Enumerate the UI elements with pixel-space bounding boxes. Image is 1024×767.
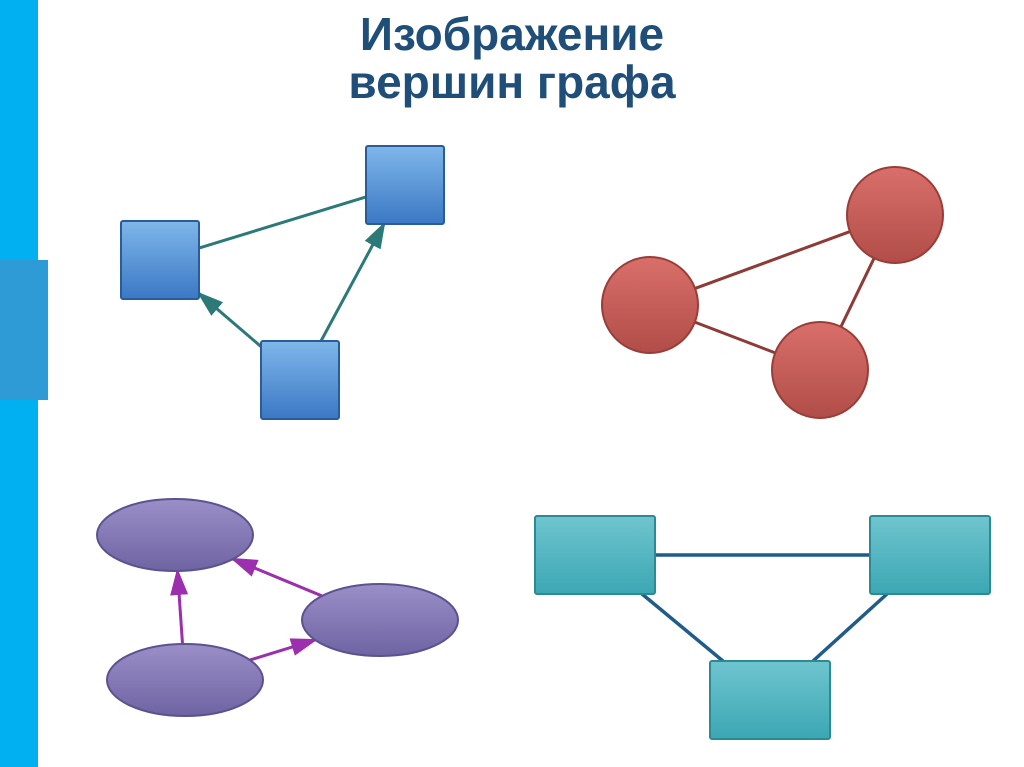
graph-top-left xyxy=(121,146,444,419)
graph-node xyxy=(710,661,830,739)
sidebar-stripe-inner xyxy=(0,260,48,400)
graph-node xyxy=(366,146,444,224)
graph-node xyxy=(535,516,655,594)
graph-node xyxy=(121,221,199,299)
title-line-1: Изображение xyxy=(0,10,1024,58)
graph-node xyxy=(261,341,339,419)
graph-node xyxy=(602,257,698,353)
graph-edge xyxy=(233,559,322,596)
graph-edge xyxy=(642,594,723,661)
graph-edge xyxy=(813,594,887,661)
graph-node xyxy=(870,516,990,594)
graph-edge xyxy=(177,571,182,644)
graph-node xyxy=(772,322,868,418)
graph-edge xyxy=(199,197,366,248)
graph-bottom-left xyxy=(97,499,458,716)
graph-edge xyxy=(695,232,850,289)
graph-edge xyxy=(250,640,315,660)
graph-edge xyxy=(695,322,775,353)
diagram-canvas xyxy=(0,0,1024,767)
graph-edge xyxy=(841,258,874,327)
graph-top-right xyxy=(602,167,943,418)
slide-title: Изображение вершин графа xyxy=(0,10,1024,107)
title-line-2: вершин графа xyxy=(0,58,1024,106)
graph-node xyxy=(302,584,458,656)
graph-node xyxy=(107,644,263,716)
graph-edge xyxy=(199,293,261,346)
graph-node xyxy=(847,167,943,263)
graph-bottom-right xyxy=(535,516,990,739)
graph-edge xyxy=(321,224,384,341)
graph-node xyxy=(97,499,253,571)
